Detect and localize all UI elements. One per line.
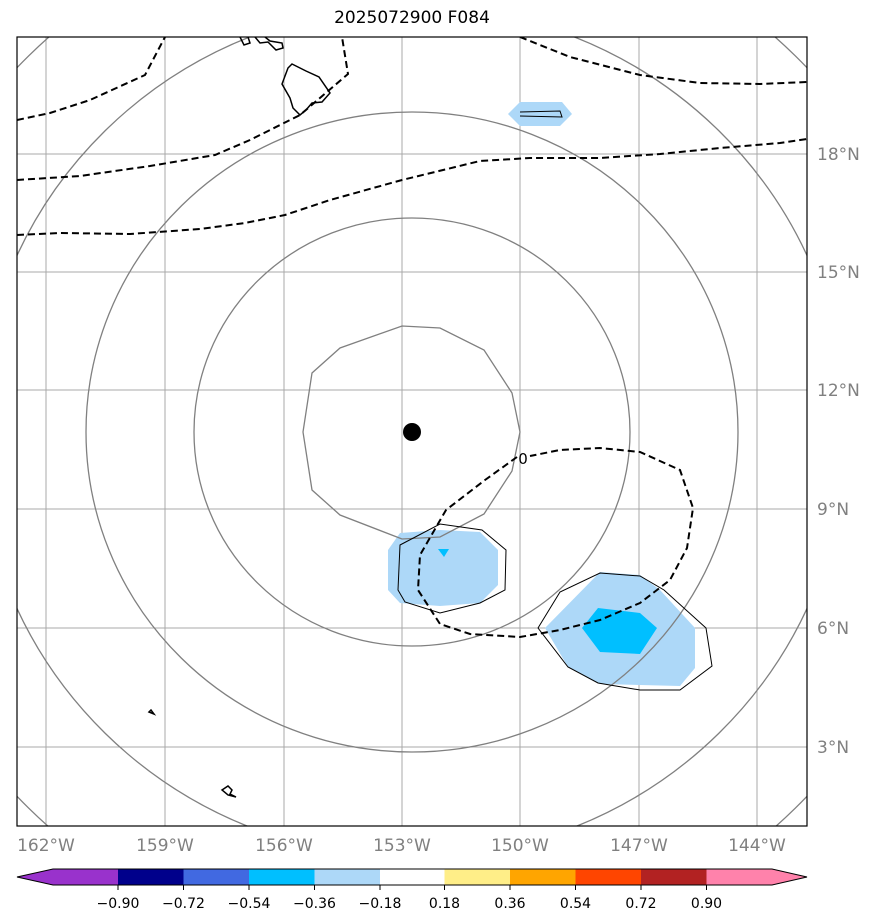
colorbar-segment: [249, 869, 315, 885]
colorbar-segment: [510, 869, 576, 885]
map-title: 2025072900 F084: [334, 8, 490, 28]
anomaly-fill-light-blue: [508, 102, 572, 126]
colorbar-tick-label: −0.36: [293, 896, 336, 912]
solid-contour: [519, 110, 563, 118]
dashed-contour: [17, 37, 350, 181]
colorbar-tick-label: 0.72: [625, 896, 656, 912]
filled-anomaly-regions: [388, 102, 695, 686]
lat-tick-label: 18°N: [817, 145, 860, 165]
colorbar-tick-label: 0.36: [494, 896, 525, 912]
lon-tick-label: 150°W: [491, 836, 549, 856]
solid-contours: [397, 110, 713, 691]
island-small: [147, 708, 157, 716]
lat-tick-label: 3°N: [817, 738, 849, 758]
coastlines: [147, 37, 331, 798]
colorbar-segment: [118, 869, 184, 885]
lon-tick-label: 156°W: [255, 836, 313, 856]
island-lanai: [239, 37, 251, 46]
colorbar-tick-label: 0.90: [691, 896, 722, 912]
colorbar-segment: [575, 869, 641, 885]
colorbar-tick-label: −0.90: [97, 896, 140, 912]
anomaly-fill-blue: [438, 549, 449, 557]
storm-center-marker: [403, 423, 421, 441]
colorbar-tick-label: 0.18: [429, 896, 460, 912]
range-ring: [17, 37, 807, 826]
solid-contour: [537, 572, 713, 691]
lon-tick-labels: 162°W 159°W 156°W 153°W 150°W 147°W 144°…: [17, 836, 786, 856]
colorbar-segment: [706, 869, 807, 885]
colorbar-tick-label: −0.18: [359, 896, 402, 912]
lat-tick-label: 6°N: [817, 619, 849, 639]
colorbar: −0.90 −0.72 −0.54 −0.36 −0.18 0.18 0.36 …: [16, 868, 808, 912]
colorbar-segment: [641, 869, 707, 885]
lon-tick-label: 162°W: [17, 836, 75, 856]
range-ring: [302, 325, 521, 540]
lat-tick-label: 9°N: [817, 500, 849, 520]
lat-tick-label: 12°N: [817, 381, 860, 401]
colorbar-tick-label: 0.54: [560, 896, 591, 912]
lat-tick-label: 15°N: [817, 263, 860, 283]
contour-label: 0: [518, 450, 528, 468]
colorbar-outline: [16, 868, 808, 886]
colorbar-segment: [183, 869, 249, 885]
anomaly-fill-light-blue: [388, 530, 498, 606]
colorbar-ticks: [117, 885, 707, 890]
dashed-contour: [17, 37, 166, 121]
island-small: [220, 785, 237, 798]
dashed-contour: [17, 138, 807, 236]
solid-contour: [397, 523, 507, 614]
colorbar-tick-label: −0.72: [162, 896, 205, 912]
lon-tick-label: 147°W: [610, 836, 668, 856]
island-hawaii-big: [281, 63, 331, 117]
lon-tick-label: 159°W: [136, 836, 194, 856]
lat-tick-labels: 3°N 6°N 9°N 12°N 15°N 18°N: [817, 145, 860, 758]
colorbar-segment: [17, 869, 118, 885]
colorbar-tick-label: −0.54: [228, 896, 271, 912]
lon-tick-label: 144°W: [728, 836, 786, 856]
colorbar-segment: [380, 869, 445, 885]
dashed-contour: [416, 446, 695, 639]
island-maui: [254, 37, 284, 51]
dashed-contour: [519, 37, 807, 86]
colorbar-segment: [314, 869, 380, 885]
map-gridlines: [17, 37, 807, 826]
map-frame: [16, 36, 808, 827]
dashed-contours: [17, 37, 807, 639]
lon-tick-label: 153°W: [373, 836, 431, 856]
range-ring: [193, 217, 631, 647]
colorbar-segment: [444, 869, 510, 885]
range-ring: [85, 111, 739, 753]
